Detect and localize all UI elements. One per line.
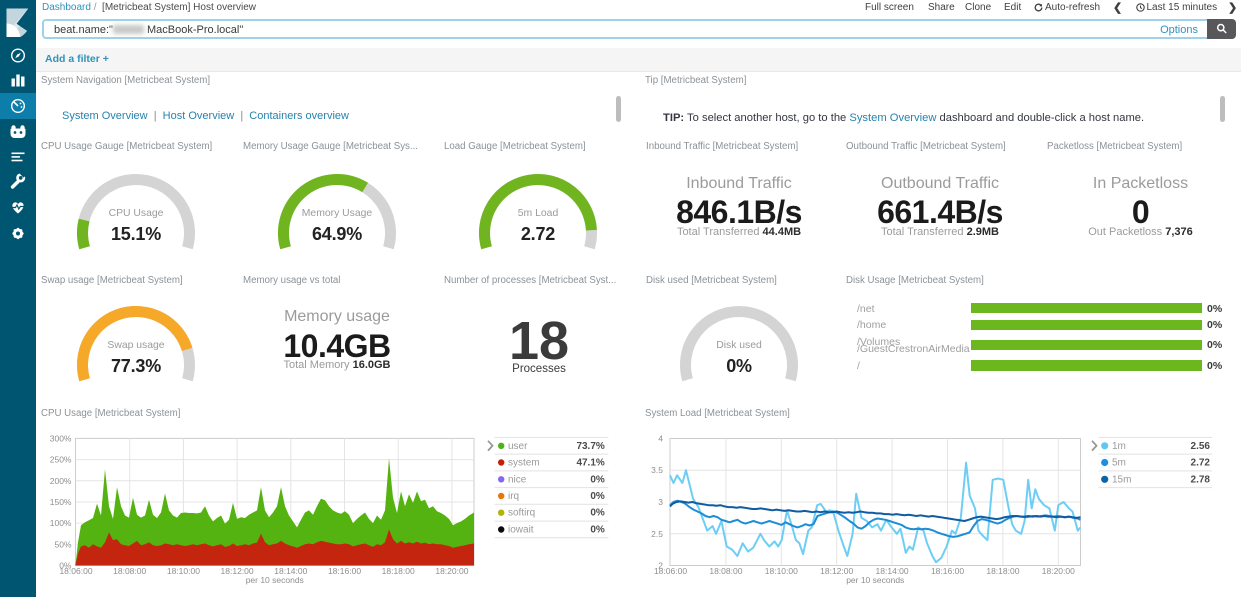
svg-text:irq: irq [508,491,519,502]
svg-text:100%: 100% [50,518,72,528]
svg-text:2.5: 2.5 [651,529,663,539]
svg-text:18:06:00: 18:06:00 [59,566,92,576]
svg-text:user: user [508,441,528,452]
svg-text:18:08:00: 18:08:00 [113,566,146,576]
svg-text:0%: 0% [59,561,72,571]
svg-text:18:18:00: 18:18:00 [986,566,1019,576]
svg-text:0%: 0% [590,491,605,502]
svg-text:18:16:00: 18:16:00 [328,566,361,576]
svg-text:4: 4 [658,434,663,444]
svg-text:5m: 5m [1112,458,1126,469]
svg-text:2.56: 2.56 [1191,441,1211,452]
svg-text:iowait: iowait [508,525,534,536]
svg-text:200%: 200% [50,476,72,486]
svg-text:18:18:00: 18:18:00 [382,566,415,576]
svg-text:per 10 seconds: per 10 seconds [246,575,304,585]
svg-text:softirq: softirq [508,508,535,519]
svg-text:18:16:00: 18:16:00 [930,566,963,576]
svg-text:2.72: 2.72 [1191,458,1211,469]
svg-text:18:14:00: 18:14:00 [875,566,908,576]
svg-text:nice: nice [508,474,527,485]
svg-text:2: 2 [658,561,663,571]
svg-text:18:14:00: 18:14:00 [274,566,307,576]
svg-text:150%: 150% [50,497,72,507]
svg-text:18:08:00: 18:08:00 [709,566,742,576]
svg-text:3: 3 [658,497,663,507]
svg-text:300%: 300% [50,433,72,443]
svg-text:0%: 0% [590,525,605,536]
svg-text:system: system [508,458,540,469]
svg-text:3.5: 3.5 [651,465,663,475]
svg-text:18:20:00: 18:20:00 [1041,566,1074,576]
svg-text:18:12:00: 18:12:00 [820,566,853,576]
svg-text:250%: 250% [50,455,72,465]
svg-text:18:10:00: 18:10:00 [764,566,797,576]
svg-text:18:20:00: 18:20:00 [435,566,468,576]
svg-text:73.7%: 73.7% [576,441,604,452]
svg-text:1m: 1m [1112,441,1126,452]
svg-text:18:06:00: 18:06:00 [653,566,686,576]
svg-text:47.1%: 47.1% [576,458,604,469]
svg-text:50%: 50% [54,539,71,549]
svg-text:0%: 0% [590,474,605,485]
svg-text:2.78: 2.78 [1191,474,1211,485]
svg-text:18:10:00: 18:10:00 [167,566,200,576]
svg-text:15m: 15m [1112,474,1131,485]
svg-text:per 10 seconds: per 10 seconds [846,575,904,585]
svg-text:0%: 0% [590,508,605,519]
svg-text:18:12:00: 18:12:00 [221,566,254,576]
